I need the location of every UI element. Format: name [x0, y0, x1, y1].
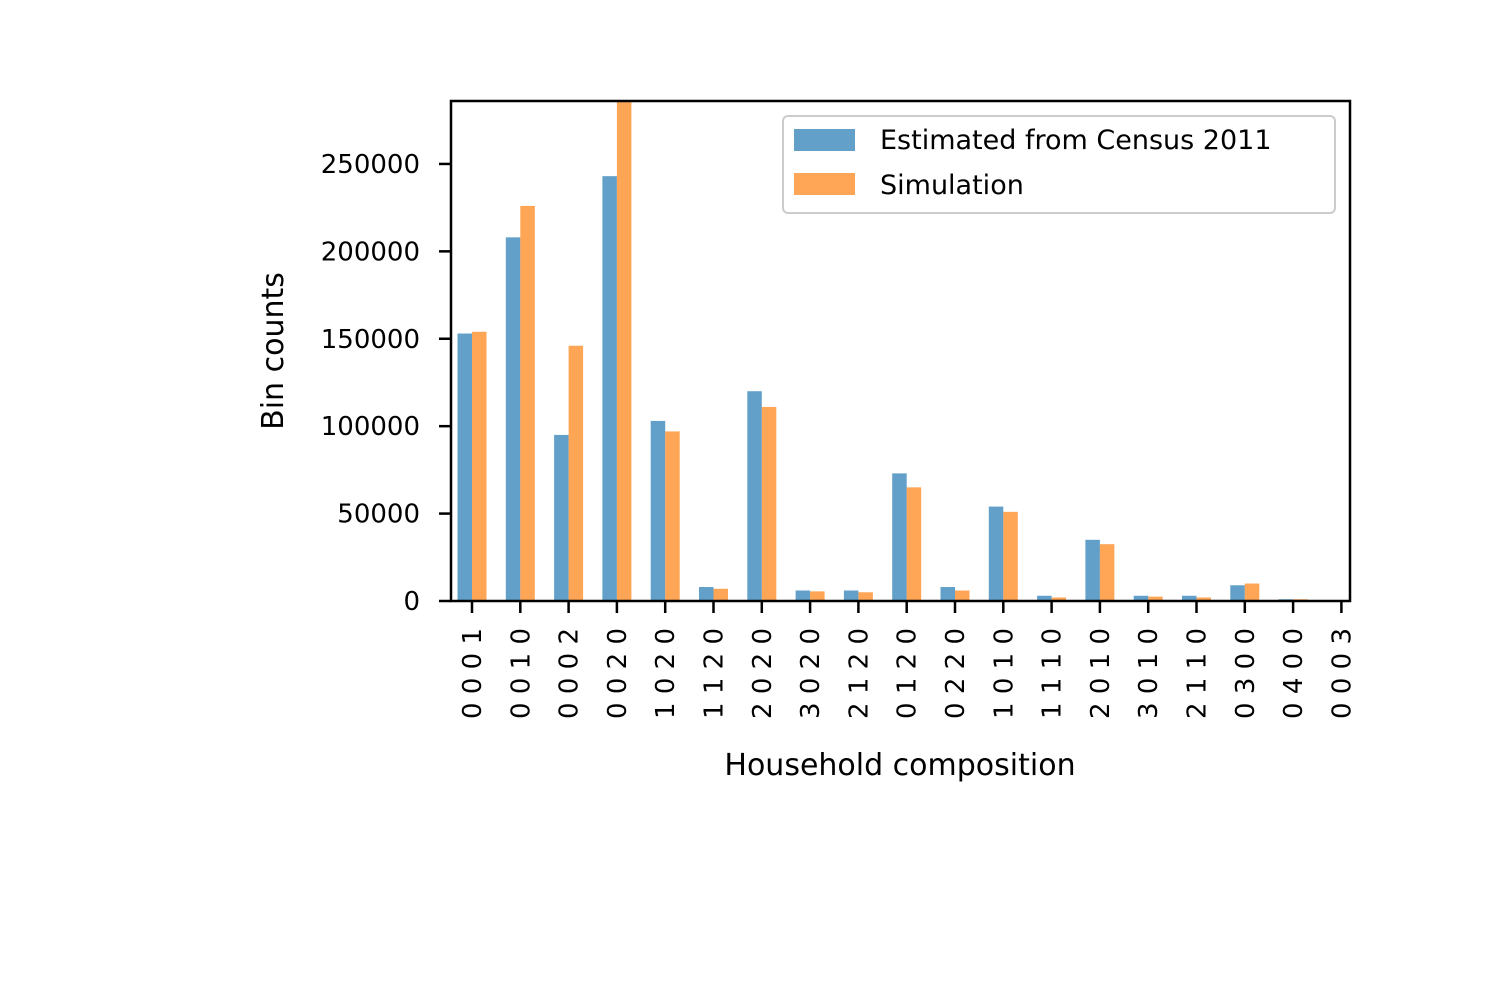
bar-census-2 — [554, 434, 569, 601]
bar-census-9 — [892, 473, 907, 601]
x-tick-label-12: 1 1 1 0 — [1038, 628, 1068, 719]
bar-census-8 — [843, 590, 859, 601]
legend: Estimated from Census 2011 Simulation — [782, 115, 1336, 214]
x-tick-label-2: 0 0 0 2 — [555, 628, 585, 719]
bar-census-15 — [1182, 595, 1197, 601]
y-tick-label-0: 0 — [403, 587, 420, 617]
bar-simulation-2 — [568, 345, 584, 601]
x-tick-label-4: 1 0 2 0 — [651, 628, 681, 719]
bar-simulation-12 — [1051, 597, 1067, 601]
bar-census-12 — [1037, 595, 1052, 601]
bar-simulation-4 — [665, 431, 680, 601]
x-tick-label-5: 1 1 2 0 — [700, 628, 730, 719]
x-tick-label-3: 0 0 2 0 — [603, 628, 633, 719]
x-tick-label-14: 3 0 1 0 — [1134, 628, 1164, 719]
bar-simulation-16 — [1244, 583, 1260, 601]
bar-census-14 — [1133, 595, 1149, 601]
y-tick-label-2: 100000 — [321, 412, 420, 442]
bar-census-11 — [988, 506, 1004, 601]
y-tick-label-1: 50000 — [337, 500, 420, 530]
legend-frame — [782, 115, 1336, 214]
bars-group — [457, 101, 1308, 601]
bar-census-6 — [747, 391, 762, 601]
bar-simulation-15 — [1196, 597, 1211, 601]
bar-simulation-6 — [761, 406, 777, 601]
x-axis-label: Household composition — [724, 748, 1075, 783]
bar-census-13 — [1085, 539, 1100, 601]
x-tick-label-16: 0 3 0 0 — [1231, 628, 1261, 719]
bar-census-7 — [795, 590, 811, 601]
legend-swatch-simulation — [794, 173, 855, 195]
bar-census-0 — [457, 333, 472, 601]
bar-simulation-1 — [520, 205, 535, 601]
bar-simulation-0 — [472, 331, 487, 601]
y-tick-label-3: 150000 — [321, 325, 420, 355]
x-tick-label-1: 0 0 1 0 — [506, 628, 536, 719]
y-tick-label-4: 200000 — [321, 237, 420, 267]
bar-census-5 — [699, 587, 714, 601]
bar-simulation-13 — [1099, 544, 1115, 601]
x-tick-label-10: 0 2 2 0 — [941, 628, 971, 719]
bar-simulation-5 — [713, 588, 728, 601]
x-tick-label-11: 1 0 1 0 — [989, 628, 1019, 719]
x-tick-label-9: 0 1 2 0 — [893, 628, 923, 719]
x-tick-label-7: 3 0 2 0 — [796, 628, 826, 719]
x-tick-label-8: 2 1 2 0 — [844, 628, 874, 719]
bar-simulation-9 — [906, 487, 922, 601]
bar-census-10 — [940, 587, 955, 601]
bar-simulation-7 — [810, 591, 825, 601]
x-tick-label-17: 0 4 0 0 — [1279, 628, 1309, 719]
plot-frame — [449, 99, 1352, 603]
x-tick-label-0: 0 0 0 1 — [458, 628, 488, 719]
y-axis: 0 50000 100000 150000 200000 250000 — [321, 150, 451, 617]
y-axis-label: Bin counts — [256, 272, 291, 430]
x-tick-label-18: 0 0 0 3 — [1327, 628, 1357, 719]
bar-simulation-8 — [858, 592, 873, 601]
bar-simulation-11 — [1003, 511, 1018, 601]
x-tick-label-15: 2 1 1 0 — [1183, 628, 1213, 719]
y-tick-label-5: 250000 — [321, 150, 420, 180]
bar-simulation-10 — [955, 590, 970, 601]
legend-swatch-census — [794, 129, 855, 151]
bar-simulation-14 — [1148, 596, 1163, 601]
bar-simulation-3 — [616, 101, 632, 601]
bar-census-4 — [650, 420, 666, 601]
x-tick-label-13: 2 0 1 0 — [1086, 628, 1116, 719]
x-axis: 0 0 0 1 0 0 1 0 0 0 0 2 0 0 2 0 1 0 2 0 1 1 2… — [458, 601, 1357, 719]
legend-label-census: Estimated from Census 2011 — [880, 125, 1272, 156]
bar-census-1 — [505, 237, 521, 601]
legend-label-simulation: Simulation — [880, 170, 1024, 201]
bar-census-3 — [602, 176, 617, 601]
bar-census-16 — [1230, 585, 1245, 601]
x-tick-label-6: 2 0 2 0 — [748, 628, 778, 719]
